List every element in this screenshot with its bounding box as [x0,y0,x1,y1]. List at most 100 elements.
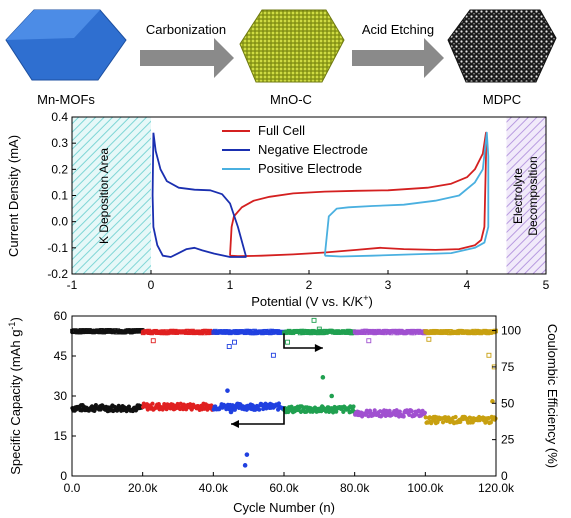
cv-x-tick-label: 0 [148,278,155,292]
capacity-point [366,414,371,419]
cv-ticks: -1 0 1 2 3 4 5 -0.2 -0.1 0.0 0.1 0.2 0.3 0.4 [47,110,549,292]
synthesis-schematic: Mn-MOFs Carbonization MnO-C Acid Etching… [5,9,557,107]
efficiency-outlier-point [311,317,317,323]
arrow-label-acid-etching: Acid Etching [362,22,434,37]
capacity-outlier-point [244,452,250,457]
stage-label-mdpc: MDPC [483,92,521,107]
axis-arrow-right [283,333,323,349]
efficiency-outlier-point [426,336,432,342]
cycling-x-tick-label: 40.0k [199,481,229,495]
capacity-point [351,404,356,409]
efficiency-outlier-point [285,339,290,345]
cv-region-k-deposition [72,117,151,274]
capacity-point [488,420,493,425]
cv-region-label-k-deposition: K Deposition Area [97,148,111,244]
efficiency-outlier-point [366,338,372,344]
cycling-y-right-tick-label: 25 [501,433,515,447]
cv-x-tick-label: 4 [464,278,471,292]
capacity-point [276,401,281,406]
efficiency-outlier-point [226,344,232,349]
cv-series-full-cell [229,131,487,258]
cv-series-positive-electrode [323,131,490,258]
capacity-point [334,409,339,414]
capacity-outlier-point [242,463,248,468]
cycling-y-left-tick-label: 45 [54,349,68,363]
cv-series-negative-electrode [151,132,247,258]
cv-x-tick-label: 5 [543,278,550,292]
cycling-x-axis-label: Cycle Number (n) [233,500,335,515]
cycling-chart: 0.0 20.0k 40.0k 60.0k 80.0k 100.0k 120.0k01530… [7,309,560,515]
cycling-y-left-tick-label: 0 [60,469,67,483]
capacity-point [440,420,446,425]
cv-x-axis-label: Potential (V vs. K/K+) [251,293,373,309]
cycling-x-tick-label: 100.0k [407,481,444,495]
capacity-point [453,414,458,420]
efficiency-outlier-point [486,352,492,358]
cycling-x-tick-label: 20.0k [128,481,158,495]
cycling-x-tick-label: 120.0k [478,481,515,495]
cycling-y-right-tick-label: 50 [501,396,515,410]
cv-region-label-decomposition: Decomposition [526,156,540,235]
legend-label-negative-electrode: Negative Electrode [258,142,368,157]
cycling-x-tick-label: 80.0k [340,481,370,495]
mdpc-crystal [447,9,557,83]
legend-label-full-cell: Full Cell [258,123,305,138]
capacity-point [93,403,98,408]
axis-arrow-head [231,420,239,428]
capacity-point [387,408,392,413]
capacity-point [188,402,193,407]
cycling-y-left-label: Specific Capacity (mAh g-1) [7,317,23,475]
capacity-point [372,408,377,413]
cv-y-tick-label: 0.3 [51,136,68,150]
cv-y-tick-label: -0.1 [47,241,68,255]
capacity-outlier-point [320,375,326,380]
cv-x-tick-label: 3 [385,278,392,292]
cv-region-electrolyte-decomposition [506,117,546,274]
cv-legend: Full Cell Negative Electrode Positive El… [222,123,368,176]
capacity-point [407,412,412,417]
cycling-points-group [70,317,498,468]
capacity-point [98,407,103,412]
capacity-point [409,409,414,414]
cycling-y-right-tick-label: 75 [501,360,515,374]
cycling-x-tick-label: 60.0k [269,481,299,495]
mno-c-crystal [239,9,345,83]
efficiency-outlier-point [316,326,322,332]
capacity-point [341,409,346,414]
capacity-outlier-point [329,393,335,399]
cv-chart: -1 0 1 2 3 4 5 -0.2 -0.1 0.0 0.1 0.2 0.3 0.4 K Deposi… [6,110,550,309]
cv-y-tick-label: -0.2 [47,267,68,281]
capacity-point [162,402,167,407]
efficiency-outlier-point [270,352,276,358]
capacity-outlier-point [490,399,495,404]
arrow-label-carbonization: Carbonization [146,22,226,37]
capacity-outlier-point [228,409,234,415]
axis-arrow-left [231,406,285,425]
capacity-point [486,416,491,421]
cv-y-tick-label: 0.4 [51,110,68,124]
cv-y-tick-label: 0.1 [51,189,68,203]
legend-label-positive-electrode: Positive Electrode [258,161,362,176]
capacity-point [443,415,448,420]
cycling-y-right-tick-label: 0 [501,469,508,483]
carbonization-arrow [140,38,234,78]
cv-x-tick-label: 1 [227,278,234,292]
capacity-point [423,415,428,420]
efficiency-outlier-point [232,339,237,345]
capacity-point [379,413,384,418]
cycling-y-right-tick-label: 100 [501,324,521,338]
cv-x-tick-label: 2 [306,278,313,292]
cycling-ticks: 0.0 20.0k 40.0k 60.0k 80.0k 100.0k 120.0k01530… [54,309,522,495]
cv-y-tick-label: 0.2 [51,162,68,176]
cv-x-tick-label: -1 [67,278,78,292]
capacity-outlier-point [225,388,230,393]
cv-series-group [151,131,490,258]
cycling-y-left-tick-label: 30 [54,389,68,403]
axis-arrow-head [314,344,323,352]
capacity-point [257,407,262,412]
cycling-x-tick-label: 0.0 [64,481,81,495]
capacity-point [150,401,155,406]
cv-y-tick-label: 0.0 [51,215,68,229]
cv-y-axis-label: Current Density (mA) [6,135,21,257]
capacity-point [401,414,406,419]
